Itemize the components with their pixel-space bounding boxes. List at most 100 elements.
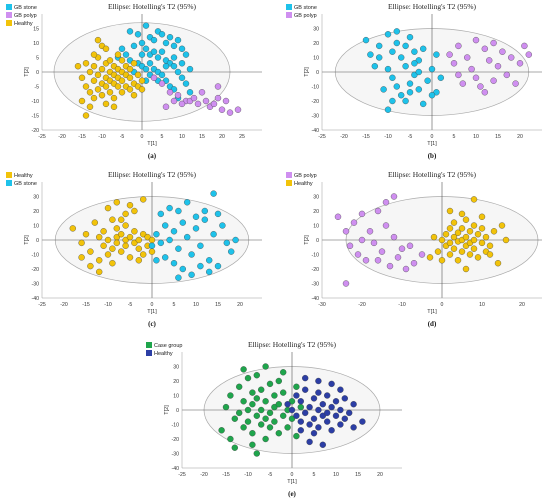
data-point	[170, 260, 178, 267]
x-tick-label: 10	[333, 472, 339, 478]
y-tick-label: -20	[32, 128, 40, 134]
y-tick-label: 10	[313, 55, 319, 61]
data-point	[328, 427, 335, 434]
data-point	[135, 257, 142, 264]
data-point	[166, 89, 174, 96]
x-tick-label: -10	[98, 134, 106, 140]
x-tick-label: -5	[128, 302, 133, 308]
data-point	[166, 34, 174, 41]
data-point	[266, 424, 274, 431]
data-point	[78, 97, 86, 105]
data-point	[490, 77, 497, 84]
x-tick-label: 5	[173, 302, 176, 308]
chart-title: Ellipse: Hotelling's T2 (95%)	[388, 2, 477, 11]
x-tick-label: -5	[408, 134, 413, 140]
data-point	[126, 86, 134, 93]
data-point	[118, 57, 126, 64]
data-point	[157, 210, 164, 218]
data-point	[297, 427, 304, 434]
data-point	[362, 257, 370, 264]
data-point	[110, 94, 118, 102]
data-point	[332, 398, 340, 405]
data-point	[162, 39, 170, 47]
data-point	[426, 254, 434, 261]
series-gb-polyp	[446, 36, 532, 96]
data-point	[503, 71, 510, 79]
x-tick-label: -15	[362, 134, 370, 140]
data-point	[376, 54, 383, 61]
data-point	[319, 412, 326, 419]
data-point	[90, 94, 98, 102]
x-tick-label: -25	[178, 472, 186, 478]
data-point	[288, 406, 296, 414]
data-point	[126, 233, 134, 241]
data-point	[462, 265, 470, 273]
data-point	[458, 210, 466, 218]
data-point	[228, 248, 235, 255]
x-tick-label: -15	[222, 472, 230, 478]
data-point	[182, 51, 190, 58]
panel-label: (d)	[428, 320, 437, 328]
data-point	[288, 398, 296, 405]
data-point	[402, 265, 410, 273]
data-point	[302, 409, 309, 417]
y-tick-label: -20	[172, 437, 180, 443]
data-point	[521, 42, 528, 50]
data-point	[153, 231, 160, 238]
data-point	[86, 89, 94, 96]
data-point	[206, 268, 213, 276]
data-point	[78, 254, 85, 261]
data-point	[122, 51, 130, 58]
data-point	[470, 222, 478, 229]
data-point	[253, 450, 260, 457]
x-tick-label: -5	[268, 472, 273, 478]
data-point	[244, 406, 252, 414]
data-point	[315, 424, 322, 431]
panel-a: Ellipse: Hotelling's T2 (95%)-25 -20 -15 -1…	[6, 2, 262, 160]
x-tick-label: 15	[355, 472, 361, 478]
data-point	[134, 31, 142, 38]
data-point	[324, 418, 331, 425]
data-point	[138, 86, 146, 93]
data-point	[284, 424, 291, 431]
data-point	[458, 248, 466, 255]
data-point	[362, 36, 370, 44]
x-tick-label: 20	[517, 134, 523, 140]
data-point	[328, 380, 335, 388]
data-point	[306, 438, 313, 446]
data-point	[398, 245, 406, 252]
data-point	[446, 207, 454, 215]
data-point	[158, 71, 166, 79]
legend-label: GB stone	[14, 181, 37, 187]
legend-label: GB polyp	[294, 13, 317, 19]
data-point	[499, 48, 506, 55]
data-point	[310, 430, 318, 437]
y-tick-label: 5	[36, 55, 39, 61]
data-point	[158, 80, 166, 87]
data-point	[170, 97, 178, 105]
data-point	[170, 228, 178, 235]
data-point	[415, 86, 422, 93]
data-point	[393, 28, 400, 35]
data-point	[96, 268, 103, 276]
data-point	[470, 236, 478, 244]
data-point	[131, 228, 138, 235]
x-tick-label: 0	[151, 302, 154, 308]
data-point	[512, 80, 519, 87]
data-point	[466, 228, 474, 235]
data-point	[434, 248, 442, 255]
data-point	[100, 228, 107, 235]
y-axis-label: T[2]	[24, 235, 30, 245]
data-point	[150, 48, 158, 55]
data-point	[222, 403, 230, 411]
legend-swatch	[286, 180, 292, 186]
data-point	[175, 245, 182, 252]
data-point	[462, 233, 470, 241]
data-point	[446, 225, 454, 232]
data-point	[378, 248, 386, 255]
data-point	[74, 63, 82, 70]
data-point	[109, 260, 116, 267]
data-point	[310, 395, 318, 402]
data-point	[398, 54, 405, 61]
data-point	[214, 83, 222, 90]
